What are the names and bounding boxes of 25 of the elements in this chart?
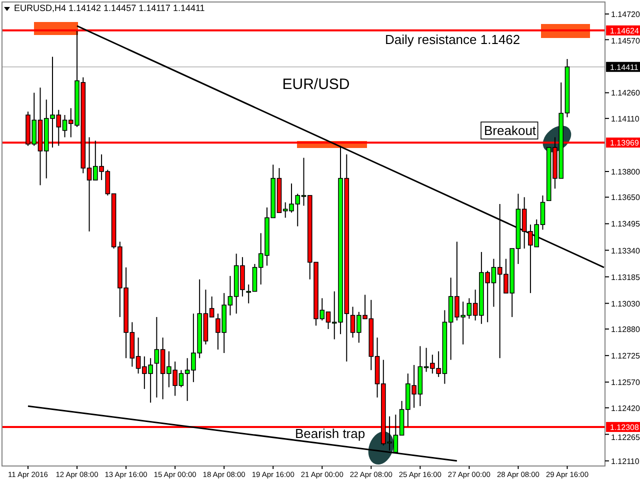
text: EUR/USD (282, 76, 350, 93)
ref-line-label: 1.12308 (610, 422, 640, 432)
ref-line-label: 1.14624 (610, 26, 640, 36)
ref-line-label: 1.13969 (610, 138, 640, 148)
y-tick-label: 1.13185 (611, 272, 640, 282)
y-tick-label: 1.13030 (611, 299, 640, 308)
y-tick-label: 1.14260 (611, 88, 640, 98)
y-tick-label: 1.13650 (611, 193, 640, 202)
y-tick-label: 1.12420 (611, 404, 640, 413)
annotation: Bearish trap (295, 426, 366, 441)
y-tick-label: 1.14720 (611, 10, 640, 19)
y-tick-label: 1.13495 (611, 220, 640, 229)
y-tick-label: 1.12110 (611, 456, 640, 466)
y-tick-label: 1.12880 (611, 325, 640, 334)
y-tick-label: 1.13340 (611, 246, 640, 256)
y-tick-label: 1.14570 (611, 36, 640, 46)
annotation: Daily resistance 1.1462 (385, 32, 520, 47)
y-tick-label: 1.12265 (611, 432, 640, 442)
y-tick-label: 1.14110 (611, 114, 640, 124)
y-tick-label: 1.12570 (611, 378, 640, 388)
ref-line-label: 1.14411 (610, 62, 639, 72)
annotation: Breakout (484, 123, 536, 138)
y-tick-label: 1.12725 (611, 352, 640, 361)
y-tick-label: 1.13800 (611, 168, 640, 177)
chart-subtitle: EURUSD,H4 1.14142 1.14457 1.14117 1.14411 (14, 3, 205, 13)
